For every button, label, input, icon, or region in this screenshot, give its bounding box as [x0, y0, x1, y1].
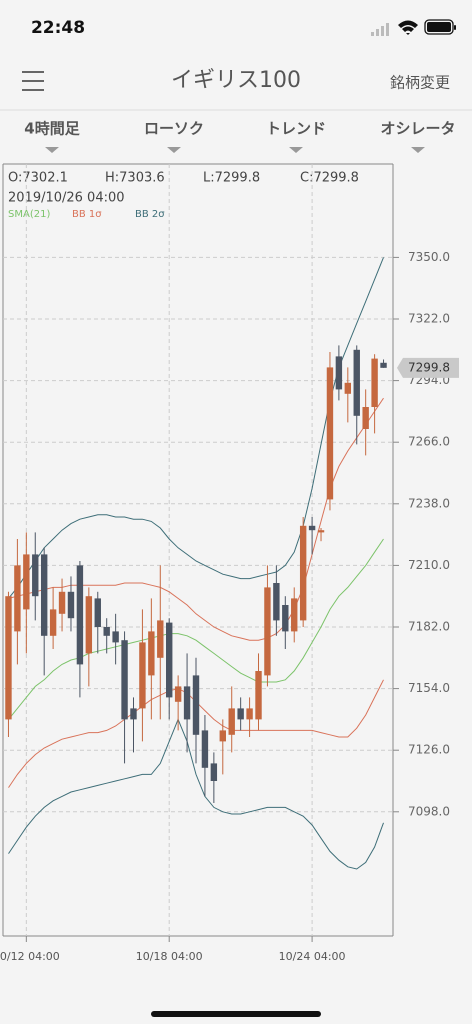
nav-title: イギリス100	[171, 68, 301, 93]
candle-body	[14, 565, 21, 632]
tab-dropdown-arrow	[45, 147, 59, 153]
status-time: 22:48	[31, 18, 85, 38]
tab-dropdown-arrow	[167, 147, 181, 153]
ohlc-label: C:7299.8	[300, 171, 359, 186]
date-label: 2019/10/26 04:00	[8, 191, 125, 206]
candle-body	[130, 708, 137, 720]
candle-body	[76, 565, 84, 665]
candle-body	[291, 598, 298, 632]
y-tick-label: 7210.0	[408, 558, 450, 572]
candle-body	[273, 583, 280, 621]
candle-body	[112, 631, 119, 643]
tab[interactable]: 4時間足	[24, 120, 80, 138]
candle-body	[94, 598, 101, 627]
candle-body	[344, 382, 352, 394]
candle-body	[210, 763, 218, 781]
candle-body	[192, 675, 200, 735]
y-tick-label: 7154.0	[408, 681, 450, 695]
candle-body	[282, 605, 289, 632]
x-tick-label: 10/24 04:00	[279, 950, 346, 963]
legend-entry: BB 1σ	[72, 209, 102, 220]
candle-body	[32, 554, 39, 597]
candle-body	[49, 609, 57, 636]
candle-body	[255, 671, 262, 720]
candle-body	[174, 686, 182, 702]
candle-body	[40, 554, 48, 636]
candle-body	[23, 554, 30, 610]
status-icons	[371, 19, 456, 36]
candle-body	[308, 525, 316, 531]
candle-body	[157, 620, 164, 658]
change-symbol-button[interactable]: 銘柄変更	[390, 74, 450, 92]
legend-entry: BB 2σ	[135, 209, 165, 220]
y-tick-label: 7098.0	[408, 804, 450, 818]
x-tick-label: 10/12 04:00	[0, 950, 60, 963]
tab[interactable]: ローソク	[144, 120, 204, 138]
tab-dropdown-arrow	[289, 147, 303, 153]
candle-body	[85, 596, 93, 654]
menu-icon[interactable]	[22, 71, 44, 91]
candle-body	[166, 622, 173, 698]
candle-body	[5, 596, 12, 720]
candle-body	[362, 407, 369, 429]
tab[interactable]: トレンド	[266, 120, 326, 138]
candle-body	[139, 642, 146, 709]
y-tick-label: 7182.0	[408, 620, 450, 634]
candle-body	[237, 708, 244, 720]
price-tag	[397, 357, 459, 378]
y-tick-label: 7322.0	[408, 312, 450, 326]
candle-body	[103, 627, 110, 636]
band-upper	[8, 257, 384, 599]
candle-body	[326, 367, 334, 500]
ohlc-label: H:7303.6	[105, 171, 165, 186]
candle-body	[121, 640, 128, 720]
ohlc-label: L:7299.8	[203, 171, 260, 186]
candle-body	[371, 358, 378, 407]
sma-line	[8, 538, 384, 720]
band-lower	[8, 718, 384, 870]
price-tag-label: 7299.8	[408, 360, 450, 374]
x-tick-label: 10/18 04:00	[136, 950, 203, 963]
candle-body	[219, 730, 226, 742]
ohlc-label: O:7302.1	[8, 171, 68, 186]
candle-body	[264, 587, 271, 676]
legend-entry: SMA(21)	[8, 209, 50, 220]
home-indicator	[151, 1011, 321, 1017]
tab-dropdown-arrow	[411, 147, 425, 153]
candle-body	[183, 686, 191, 720]
candle-body	[246, 708, 253, 720]
y-tick-label: 7266.0	[408, 435, 450, 449]
candle-body	[299, 525, 307, 621]
y-tick-label: 7126.0	[408, 743, 450, 757]
candle-body	[148, 631, 155, 676]
candle-body	[228, 708, 235, 735]
candle-body	[317, 530, 325, 533]
candle-body	[380, 362, 387, 368]
candle-body	[58, 591, 66, 614]
candle-body	[67, 591, 75, 619]
candle-body	[201, 730, 209, 768]
y-tick-label: 7350.0	[408, 250, 450, 264]
y-tick-label: 7238.0	[408, 496, 450, 510]
candle-body	[335, 356, 343, 390]
candle-body	[353, 349, 360, 416]
tab[interactable]: オシレータ	[380, 120, 455, 138]
